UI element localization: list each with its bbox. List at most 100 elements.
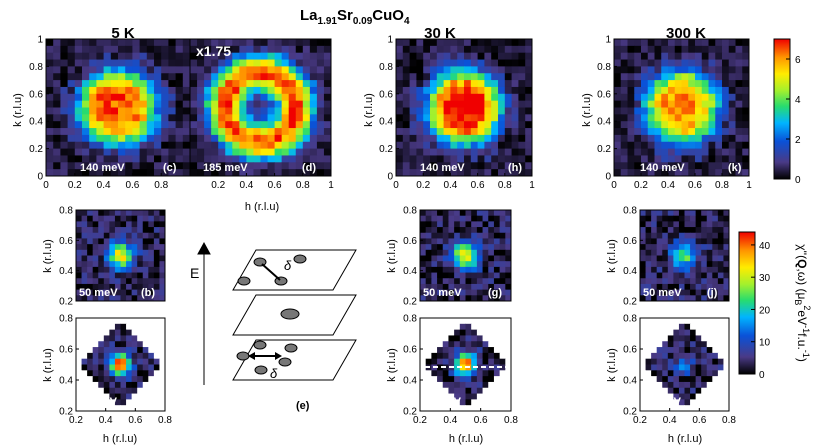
heatmap-cell: [142, 221, 149, 228]
heatmap-cell: [701, 232, 708, 239]
heatmap-cell: [667, 381, 674, 389]
heatmap-cell: [197, 86, 205, 95]
heatmap-cell: [708, 73, 716, 81]
heatmap-cell: [137, 232, 144, 239]
heatmap-cell: [159, 393, 166, 400]
heatmap-cell: [499, 244, 506, 251]
heatmap-cell: [154, 134, 162, 143]
heatmap-cell: [662, 289, 669, 296]
heatmap-cell: [142, 232, 149, 239]
heatmap-cell: [87, 295, 94, 302]
heatmap-cell: [645, 376, 652, 383]
heatmap-cell: [742, 100, 750, 108]
heatmap-cell: [499, 221, 506, 228]
heatmap-cell: [131, 261, 138, 268]
heatmap-cell: [484, 86, 492, 95]
heatmap-cell: [668, 93, 676, 102]
heatmap-cell: [668, 86, 676, 95]
heatmap-cell: [701, 283, 708, 291]
heatmap-cell: [430, 66, 438, 74]
heatmap-cell: [645, 393, 652, 400]
heatmap-cell: [267, 73, 276, 81]
heatmap-cell: [742, 121, 750, 129]
heatmap-cell: [253, 162, 261, 170]
heatmap-cell: [153, 210, 160, 217]
heatmap-cell: [295, 128, 304, 136]
heatmap-cell: [396, 80, 404, 88]
heatmap-cell: [159, 261, 166, 268]
heatmap-cell: [281, 73, 290, 81]
heatmap-cell: [274, 169, 283, 177]
heatmap-cell: [499, 399, 506, 406]
heatmap-cell: [715, 66, 723, 74]
heatmap-cell: [232, 121, 240, 129]
heatmap-cell: [118, 121, 126, 129]
heatmap-cell: [82, 148, 90, 156]
heatmap-cell: [190, 128, 198, 136]
heatmap-cell: [92, 221, 99, 228]
heatmap-cell: [476, 261, 484, 268]
heatmap-cell: [674, 128, 682, 136]
heatmap-cell: [690, 352, 697, 360]
heatmap-cell: [309, 121, 318, 129]
heatmap-cell: [661, 73, 669, 81]
heatmap-cell: [103, 283, 110, 291]
heatmap-cell: [190, 155, 198, 163]
heatmap-cell: [499, 238, 506, 245]
heatmap-cell: [82, 107, 90, 115]
heatmap-cell: [137, 329, 144, 336]
heatmap-cell: [695, 232, 702, 239]
heatmap-cell: [491, 100, 499, 108]
heatmap-cell: [695, 255, 702, 262]
heatmap-cell: [505, 364, 512, 371]
panel-letter-a: (a): [141, 396, 155, 408]
heatmap-cell: [442, 387, 449, 395]
heatmap-cell: [153, 244, 160, 251]
heatmap-cell: [708, 162, 716, 170]
heatmap-cell: [53, 59, 61, 67]
heatmap-cell: [688, 134, 696, 143]
heatmap-cell: [499, 381, 506, 389]
heatmap-cell: [678, 335, 685, 342]
heatmap-cell: [627, 128, 635, 136]
heatmap-cell: [81, 318, 88, 325]
heatmap-cell: [225, 59, 233, 67]
heatmap-cell: [98, 238, 105, 245]
heatmap-cell: [260, 73, 269, 81]
heatmap-cell: [701, 249, 708, 256]
colorbar-bottom-label: 20: [759, 305, 771, 316]
heatmap-cell: [260, 86, 269, 95]
heatmap-cell: [634, 169, 642, 177]
heatmap-cell: [518, 128, 526, 136]
heatmap-cell: [701, 45, 709, 54]
xtick-label: 0.6: [471, 180, 485, 191]
heatmap-cell: [323, 45, 332, 54]
heatmap-cell: [488, 221, 495, 228]
heatmap-cell: [651, 255, 658, 262]
heatmap-cell: [464, 162, 472, 170]
heatmap-cell: [53, 73, 61, 81]
heatmap-cell: [409, 52, 417, 61]
heatmap-cell: [175, 134, 184, 143]
heatmap-cell: [667, 376, 674, 383]
heatmap-cell: [450, 45, 458, 54]
heatmap-cell: [53, 114, 61, 122]
heatmap-cell: [690, 255, 697, 262]
heatmap-cell: [239, 121, 247, 129]
heatmap-cell: [614, 128, 622, 136]
heatmap-cell: [137, 376, 144, 383]
heatmap-cell: [148, 341, 155, 348]
heatmap-cell: [81, 227, 88, 234]
heatmap-cell: [159, 329, 166, 336]
heatmap-cell: [253, 155, 261, 163]
heatmap-cell: [110, 121, 119, 129]
heatmap-cell: [627, 86, 635, 95]
heatmap-cell: [225, 52, 233, 61]
heatmap-cell: [505, 232, 512, 239]
heatmap-cell: [728, 73, 736, 81]
heatmap-cell: [137, 221, 144, 228]
heatmap-cell: [681, 45, 689, 54]
heatmap-cell: [402, 66, 411, 74]
heatmap-cell: [232, 141, 240, 150]
heatmap-cell: [60, 155, 69, 163]
